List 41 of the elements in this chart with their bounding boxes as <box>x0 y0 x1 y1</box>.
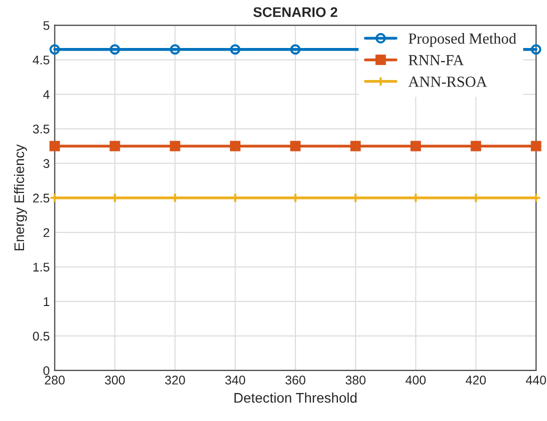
x-tick-label: 300 <box>104 376 125 385</box>
y-axis-title: Energy Efficiency <box>14 144 27 250</box>
point <box>49 140 60 152</box>
point <box>350 140 361 152</box>
point <box>170 140 180 152</box>
legend-label: RNN-FA <box>408 55 464 66</box>
point <box>410 140 421 152</box>
y-tick-label: 1 <box>44 297 50 306</box>
x-tick-label: 320 <box>165 376 185 385</box>
point <box>110 140 120 152</box>
x-tick-label: 280 <box>44 376 65 385</box>
y-tick-label: 1.5 <box>33 262 50 272</box>
point <box>110 44 120 55</box>
legend-label: ANN-RSOA <box>408 76 487 87</box>
x-tick-label: 380 <box>346 376 366 385</box>
y-tick-label: 0.5 <box>32 332 50 341</box>
y-tick-label: 4 <box>43 90 50 99</box>
point <box>290 140 301 152</box>
point <box>290 44 301 55</box>
x-tick-label: 440 <box>526 376 546 385</box>
x-tick-label: 420 <box>466 376 486 385</box>
x-tick-label: 340 <box>225 376 246 385</box>
x-tick-label: 400 <box>406 376 426 385</box>
x-axis-title: Detection Threshold <box>234 392 357 403</box>
point <box>530 44 542 55</box>
point <box>530 140 542 152</box>
x-tick-label: 360 <box>285 376 306 385</box>
y-tick-label: 0 <box>43 366 50 376</box>
point <box>230 140 240 152</box>
y-tick-label: 3 <box>43 159 50 168</box>
point <box>49 44 60 55</box>
point <box>470 140 482 152</box>
legend-label: Proposed Method <box>408 32 516 47</box>
y-tick-label: 4.5 <box>32 56 50 64</box>
y-tick-label: 2 <box>44 228 50 237</box>
point <box>170 44 180 55</box>
y-tick-label: 3.5 <box>32 124 50 134</box>
y-tick-label: 5 <box>43 21 50 30</box>
point <box>230 44 240 55</box>
y-tick-label: 2.5 <box>33 194 50 203</box>
chart-title: SCENARIO 2 <box>253 7 338 18</box>
